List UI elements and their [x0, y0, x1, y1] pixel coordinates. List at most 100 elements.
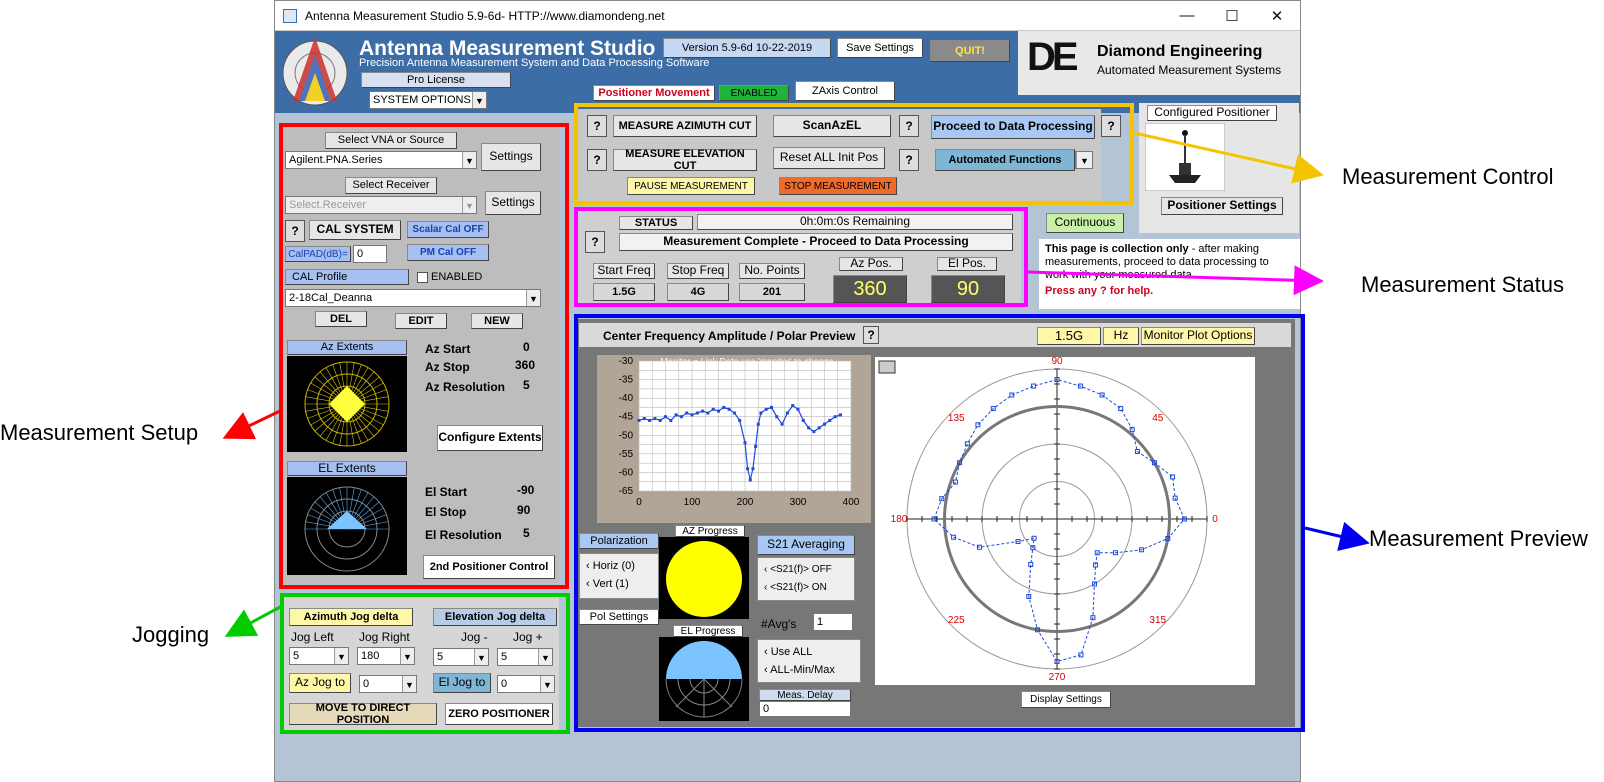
stop-measurement-button[interactable]: STOP MEASUREMENT	[779, 177, 897, 195]
new-button[interactable]: NEW	[471, 313, 523, 329]
receiver-settings-button[interactable]: Settings	[485, 191, 541, 215]
preview-frequency[interactable]: 1.5G	[1037, 327, 1101, 345]
help-icon[interactable]: ?	[285, 220, 305, 242]
callout-jogging: Jogging	[132, 622, 210, 647]
jog-left-dropdown[interactable]: 5 ▼	[289, 647, 349, 665]
polarization-label: Polarization	[579, 533, 659, 549]
cal-system-button[interactable]: CAL SYSTEM	[309, 220, 401, 240]
automated-functions-dropdown[interactable]: ▼	[1075, 151, 1093, 169]
jogging-highlight-frame	[280, 593, 570, 734]
all-minmax-option[interactable]: ‹ ALL-Min/Max	[764, 664, 835, 676]
pol-settings-button[interactable]: Pol Settings	[579, 609, 659, 625]
display-settings-button[interactable]: Display Settings	[1021, 691, 1111, 708]
el-start-label: El Start	[425, 485, 468, 499]
pm-cal-toggle[interactable]: PM Cal OFF	[407, 244, 489, 261]
el-start-value: -90	[517, 483, 535, 497]
quit-button[interactable]: QUIT!	[930, 40, 1010, 62]
positioner-settings-button[interactable]: Positioner Settings	[1161, 197, 1283, 215]
cal-enabled-checkbox[interactable]	[417, 272, 428, 283]
zero-positioner-button[interactable]: ZERO POSITIONER	[445, 703, 553, 725]
title-bar: Antenna Measurement Studio 5.9-6d- HTTP:…	[275, 1, 1300, 31]
calpad-input[interactable]: 0	[353, 245, 387, 263]
data-point	[812, 430, 816, 434]
data-point	[738, 418, 742, 422]
pause-measurement-button[interactable]: PAUSE MEASUREMENT	[627, 177, 755, 195]
help-icon[interactable]: ?	[587, 149, 607, 171]
data-point	[669, 418, 673, 422]
automated-functions-button[interactable]: Automated Functions	[935, 149, 1075, 171]
data-point	[785, 411, 789, 415]
vna-settings-button[interactable]: Settings	[481, 143, 541, 171]
data-point	[828, 418, 832, 422]
positioner-enabled-toggle[interactable]: ENABLED	[719, 85, 789, 101]
polar-data-point	[1034, 627, 1040, 633]
vna-dropdown[interactable]: Agilent.PNA.Series ▼	[285, 151, 477, 169]
az-pos-value: 360	[833, 275, 907, 303]
configure-extents-button[interactable]: Configure Extents	[437, 425, 543, 451]
reset-all-button[interactable]: Reset ALL Init Pos	[773, 147, 885, 169]
jog-right-dropdown[interactable]: 180 ▼	[357, 647, 415, 665]
close-icon[interactable]: ✕	[1270, 8, 1284, 25]
help-icon[interactable]: ?	[1101, 115, 1121, 137]
y-tick-label: -50	[619, 430, 634, 441]
start-freq-value: 1.5G	[593, 283, 655, 301]
horiz-option[interactable]: ‹ Horiz (0)	[586, 560, 635, 572]
continuous-toggle[interactable]: Continuous	[1046, 213, 1124, 233]
help-icon[interactable]: ?	[899, 115, 919, 137]
avgs-input[interactable]: 1	[813, 613, 853, 631]
zaxis-control-button[interactable]: ZAxis Control	[795, 81, 895, 101]
frequency-unit[interactable]: Hz	[1103, 327, 1139, 345]
app-window: Antenna Measurement Studio 5.9-6d- HTTP:…	[274, 0, 1301, 782]
el-jog-delta-label: Elevation Jog delta	[433, 608, 557, 626]
data-point	[751, 467, 755, 471]
el-jog-to-dropdown[interactable]: 0 ▼	[497, 675, 555, 693]
data-point	[754, 444, 758, 448]
y-tick-label: -60	[619, 467, 634, 478]
vert-option[interactable]: ‹ Vert (1)	[586, 578, 629, 590]
jog-minus-dropdown[interactable]: 5 ▼	[433, 648, 489, 666]
az-progress-label: AZ Progress	[675, 525, 745, 537]
monitor-plot-options-button[interactable]: Monitor Plot Options	[1141, 327, 1255, 345]
help-icon[interactable]: ?	[587, 115, 607, 137]
measure-elevation-button[interactable]: MEASURE ELEVATION CUT	[613, 148, 757, 172]
az-jog-to-dropdown[interactable]: 0 ▼	[359, 675, 417, 693]
use-all-option[interactable]: ‹ Use ALL	[764, 646, 813, 658]
save-settings-button[interactable]: Save Settings	[837, 38, 923, 58]
maximize-icon[interactable]: ☐	[1225, 8, 1239, 25]
s21-on-option[interactable]: ‹ <S21(f)> ON	[764, 582, 827, 593]
print-icon[interactable]	[878, 360, 896, 374]
move-direct-button[interactable]: MOVE TO DIRECT POSITION	[289, 702, 437, 726]
scalar-cal-toggle[interactable]: Scalar Cal OFF	[407, 221, 489, 238]
minimize-icon[interactable]: —	[1179, 7, 1195, 24]
help-icon[interactable]: ?	[585, 231, 605, 253]
company-subtitle: Automated Measurement Systems	[1097, 63, 1282, 77]
s21-off-option[interactable]: ‹ <S21(f)> OFF	[764, 564, 832, 575]
polar-data-point	[1078, 652, 1084, 658]
receiver-dropdown[interactable]: Select.Receiver ▼	[285, 196, 477, 214]
meas-delay-input[interactable]: 0	[759, 701, 851, 717]
help-icon[interactable]: ?	[899, 149, 919, 171]
help-icon[interactable]: ?	[863, 326, 879, 344]
data-point	[674, 413, 678, 417]
data-point	[701, 409, 705, 413]
polar-data-point	[1090, 615, 1096, 621]
az-pos-label: Az Pos.	[839, 257, 903, 271]
callout-measurement-setup: Measurement Setup	[0, 420, 199, 445]
x-tick-label: 400	[843, 497, 860, 508]
proceed-data-processing-button[interactable]: Proceed to Data Processing	[931, 115, 1095, 139]
second-positioner-button[interactable]: 2nd Positioner Control	[423, 555, 555, 579]
chevron-down-icon: ▼	[472, 92, 486, 108]
measure-azimuth-button[interactable]: MEASURE AZIMUTH CUT	[613, 115, 757, 137]
del-button[interactable]: DEL	[315, 311, 367, 327]
averaging-mode-options: ‹ Use ALL ‹ ALL-Min/Max	[757, 639, 861, 683]
jog-plus-dropdown[interactable]: 5 ▼	[497, 648, 553, 666]
az-start-value: 0	[523, 340, 530, 354]
el-stop-label: El Stop	[425, 505, 467, 519]
scanazel-button[interactable]: ScanAzEL	[773, 115, 891, 137]
setup-highlight-frame	[279, 123, 569, 589]
system-options-dropdown[interactable]: SYSTEM OPTIONS ▼	[369, 91, 487, 109]
edit-button[interactable]: EDIT	[395, 313, 447, 329]
data-point	[759, 411, 763, 415]
data-point	[801, 418, 805, 422]
cal-profile-dropdown[interactable]: 2-18Cal_Deanna ▼	[285, 289, 541, 307]
